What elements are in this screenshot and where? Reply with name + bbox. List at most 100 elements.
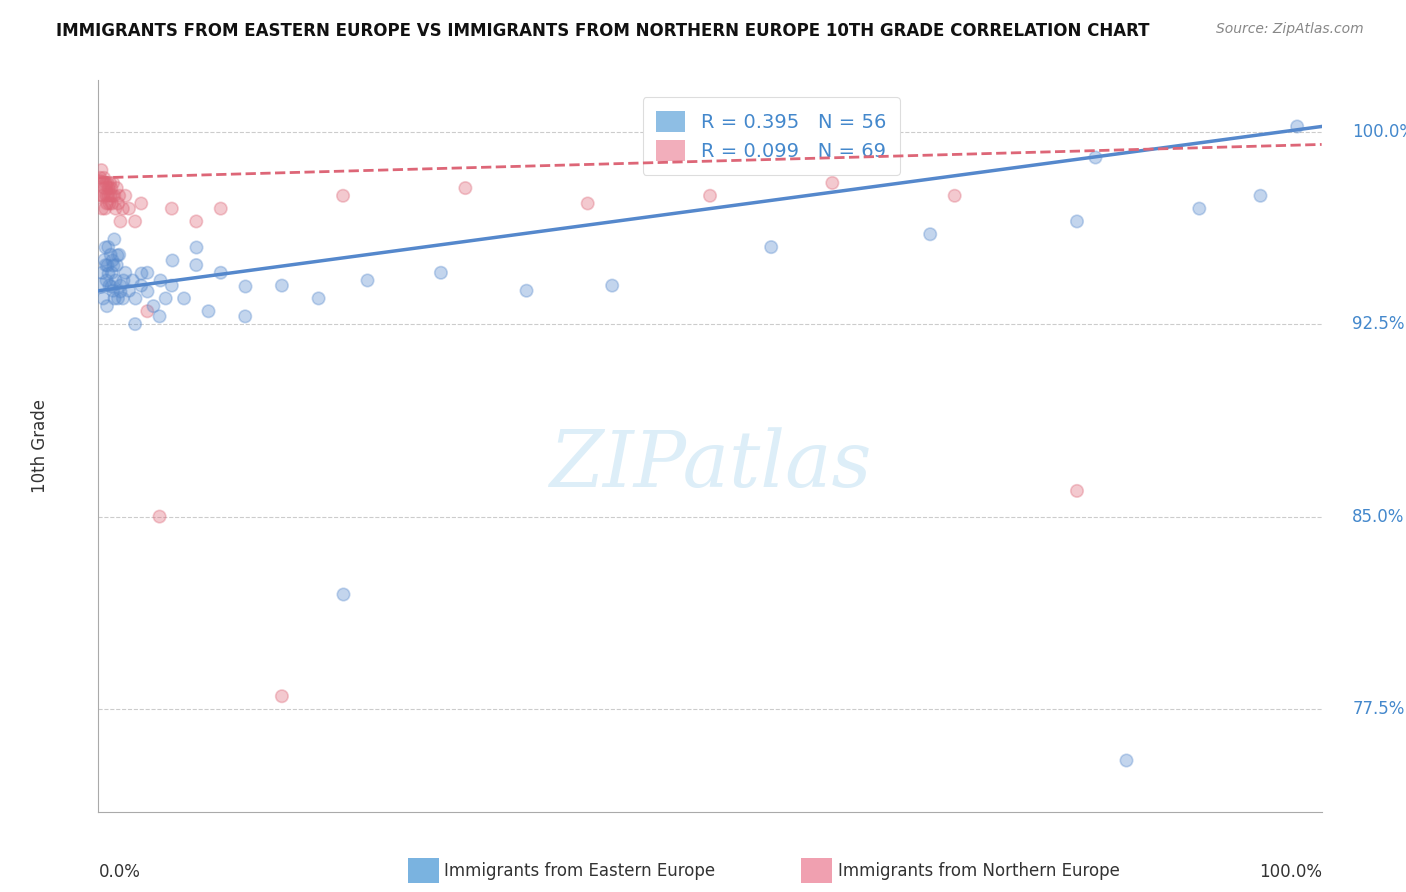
Point	[97, 240, 120, 254]
Point	[91, 292, 114, 306]
Point	[96, 258, 118, 272]
Text: 100.0%: 100.0%	[1258, 863, 1322, 881]
Point	[98, 196, 121, 211]
Point	[1188, 202, 1211, 216]
Point	[101, 258, 124, 272]
Point	[105, 248, 128, 262]
Text: 85.0%: 85.0%	[1353, 508, 1405, 525]
Text: 77.5%: 77.5%	[1353, 700, 1405, 718]
Point	[114, 188, 136, 202]
Point	[270, 690, 294, 704]
Text: 100.0%: 100.0%	[1353, 122, 1406, 141]
Point	[104, 273, 127, 287]
Point	[100, 278, 122, 293]
Point	[90, 163, 112, 178]
Point	[197, 304, 219, 318]
Point	[699, 188, 721, 202]
Point	[100, 248, 122, 262]
Point	[97, 176, 120, 190]
Point	[91, 188, 114, 202]
Point	[110, 284, 132, 298]
Point	[430, 266, 453, 280]
Point	[110, 278, 132, 293]
Point	[233, 278, 256, 293]
Point	[100, 188, 122, 202]
Point	[101, 196, 124, 211]
Point	[91, 266, 114, 280]
Point	[129, 278, 152, 293]
Point	[124, 292, 146, 306]
Point	[160, 278, 183, 293]
Point	[101, 188, 124, 202]
Point	[101, 266, 124, 280]
Point	[101, 252, 124, 267]
Point	[149, 310, 172, 324]
Point	[111, 202, 134, 216]
Point	[576, 196, 599, 211]
Point	[1115, 753, 1137, 767]
Text: IMMIGRANTS FROM EASTERN EUROPE VS IMMIGRANTS FROM NORTHERN EUROPE 10TH GRADE COR: IMMIGRANTS FROM EASTERN EUROPE VS IMMIGR…	[56, 22, 1150, 40]
Point	[761, 240, 783, 254]
Point	[110, 214, 132, 228]
Point	[1250, 188, 1272, 202]
Point	[107, 292, 129, 306]
Point	[114, 266, 136, 280]
Point	[332, 188, 354, 202]
Text: Immigrants from Northern Europe: Immigrants from Northern Europe	[838, 862, 1119, 880]
Point	[129, 196, 152, 211]
Legend: R = 0.395   N = 56, R = 0.099   N = 69: R = 0.395 N = 56, R = 0.099 N = 69	[643, 97, 900, 175]
Point	[89, 170, 111, 185]
Text: Immigrants from Eastern Europe: Immigrants from Eastern Europe	[444, 862, 716, 880]
Point	[186, 214, 208, 228]
Text: 92.5%: 92.5%	[1353, 315, 1405, 333]
Point	[97, 181, 120, 195]
Point	[96, 196, 118, 211]
Point	[90, 278, 112, 293]
Point	[94, 176, 117, 190]
Point	[155, 292, 177, 306]
Point	[308, 292, 330, 306]
Point	[149, 509, 172, 524]
Point	[121, 273, 143, 287]
Point	[93, 181, 115, 195]
Point	[454, 181, 477, 195]
Point	[209, 266, 232, 280]
Text: 0.0%: 0.0%	[98, 863, 141, 881]
Point	[129, 266, 152, 280]
Point	[516, 284, 538, 298]
Point	[186, 258, 208, 272]
Point	[96, 188, 118, 202]
Point	[101, 284, 124, 298]
Point	[103, 292, 125, 306]
Point	[90, 188, 112, 202]
Text: ZIPatlas: ZIPatlas	[548, 427, 872, 503]
Point	[94, 258, 117, 272]
Point	[98, 278, 121, 293]
Point	[107, 196, 129, 211]
Point	[97, 188, 120, 202]
Point	[332, 586, 354, 600]
Point	[91, 202, 114, 216]
Point	[149, 273, 172, 287]
Point	[1066, 214, 1088, 228]
Point	[103, 232, 125, 246]
Point	[103, 188, 125, 202]
Point	[96, 299, 118, 313]
Point	[1286, 120, 1309, 134]
Point	[142, 299, 165, 313]
Point	[101, 176, 124, 190]
Point	[160, 202, 183, 216]
Text: Source: ZipAtlas.com: Source: ZipAtlas.com	[1216, 22, 1364, 37]
Point	[160, 252, 183, 267]
Point	[94, 202, 117, 216]
Point	[91, 176, 114, 190]
Point	[118, 284, 141, 298]
Point	[920, 227, 942, 242]
Point	[93, 240, 115, 254]
Point	[93, 252, 115, 267]
Point	[943, 188, 966, 202]
Point	[136, 304, 159, 318]
Point	[100, 181, 122, 195]
Point	[186, 240, 208, 254]
Point	[89, 181, 111, 195]
